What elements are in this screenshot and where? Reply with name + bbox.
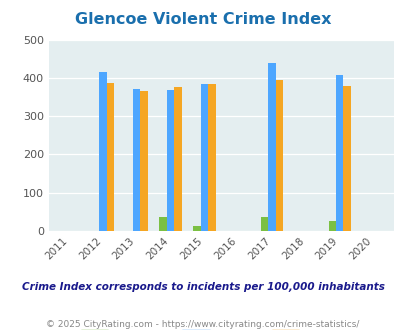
Bar bbox=[174, 87, 181, 231]
Bar bbox=[335, 75, 343, 231]
Bar bbox=[133, 88, 140, 231]
Bar bbox=[200, 84, 207, 231]
Text: Glencoe Violent Crime Index: Glencoe Violent Crime Index bbox=[75, 12, 330, 26]
Bar bbox=[268, 63, 275, 231]
Bar bbox=[275, 80, 283, 231]
Bar bbox=[208, 84, 215, 231]
Bar bbox=[140, 90, 147, 231]
Bar bbox=[159, 217, 166, 231]
Bar bbox=[106, 83, 114, 231]
Bar bbox=[166, 90, 174, 231]
Bar bbox=[328, 221, 335, 231]
Legend: Glencoe, Illinois, National: Glencoe, Illinois, National bbox=[76, 325, 366, 330]
Bar bbox=[193, 226, 200, 231]
Bar bbox=[343, 86, 350, 231]
Bar bbox=[99, 72, 106, 231]
Text: Crime Index corresponds to incidents per 100,000 inhabitants: Crime Index corresponds to incidents per… bbox=[21, 282, 384, 292]
Bar bbox=[260, 217, 268, 231]
Text: © 2025 CityRating.com - https://www.cityrating.com/crime-statistics/: © 2025 CityRating.com - https://www.city… bbox=[46, 320, 359, 329]
